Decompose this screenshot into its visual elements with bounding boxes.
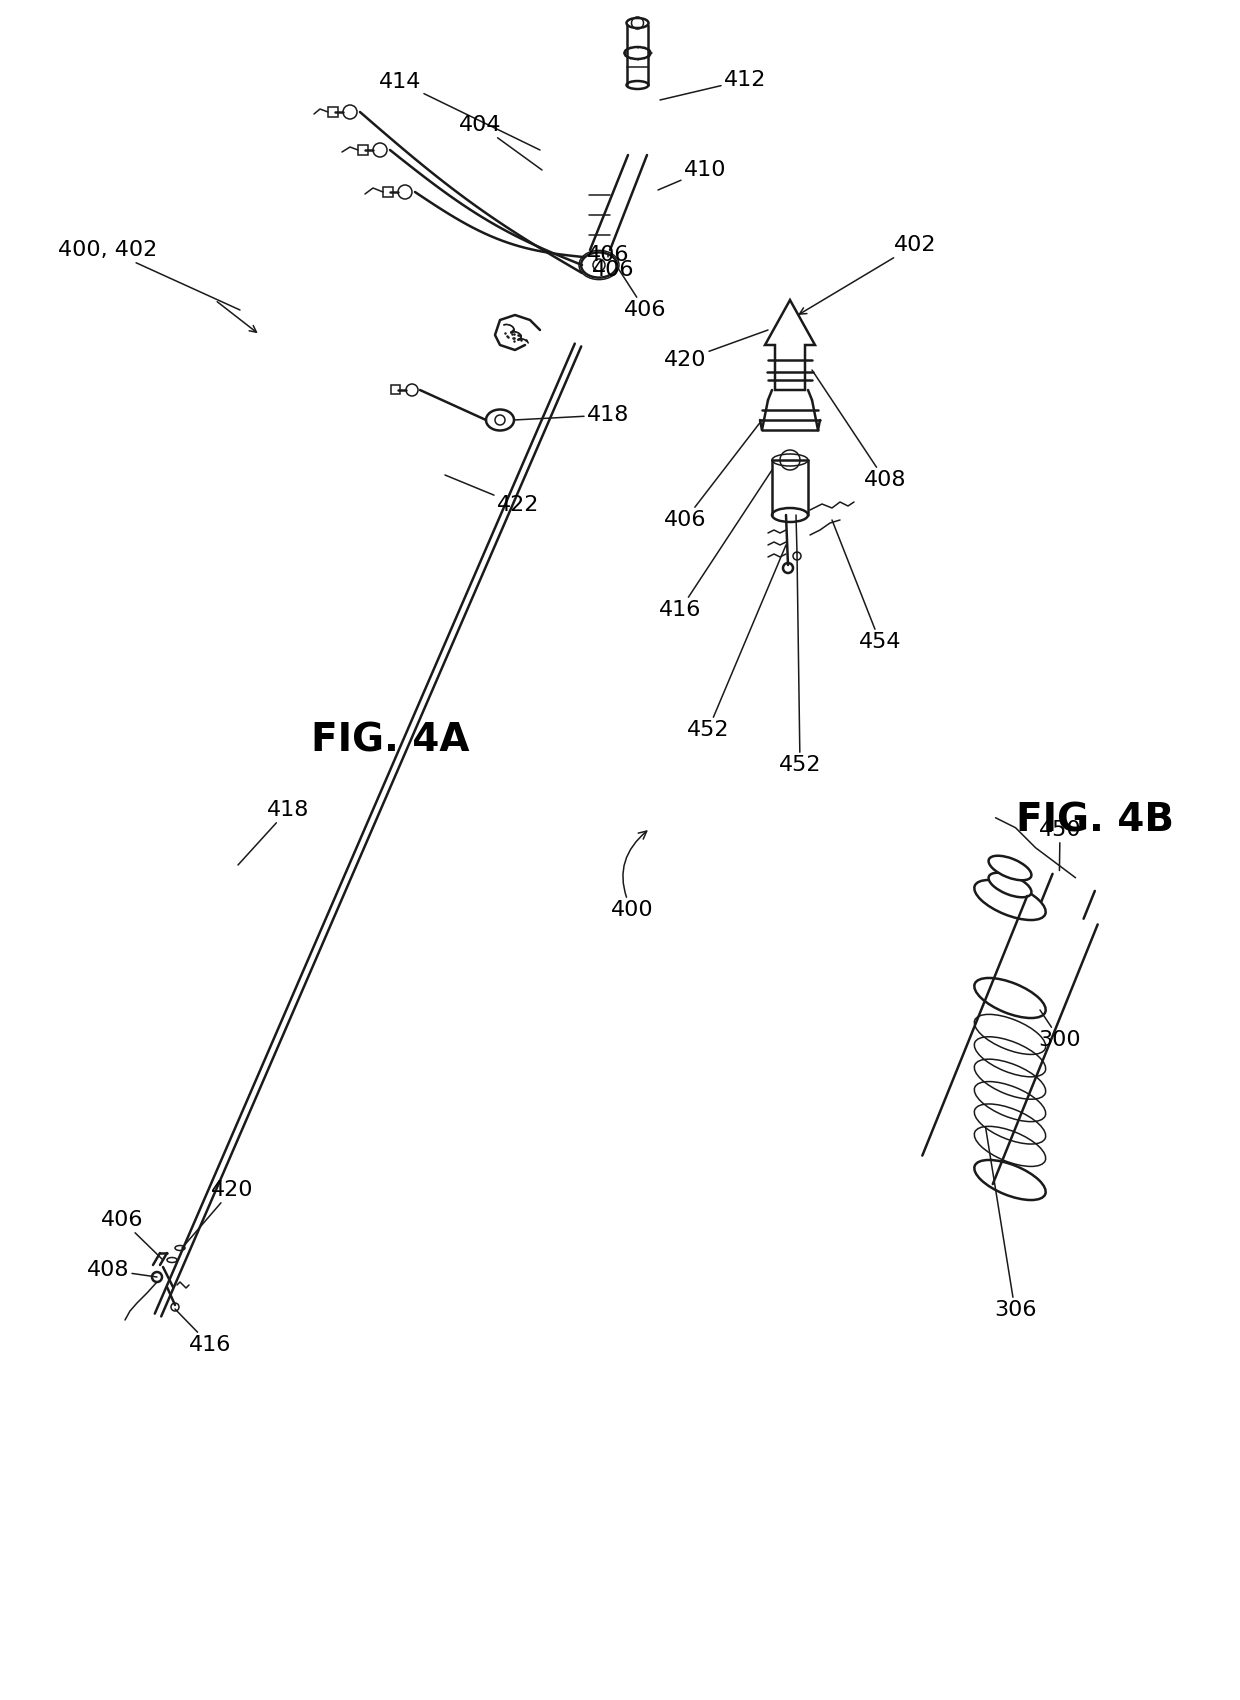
Text: 406: 406 [100, 1210, 162, 1260]
Ellipse shape [975, 977, 1045, 1018]
Text: 450: 450 [1039, 819, 1081, 870]
Text: 414: 414 [378, 71, 539, 150]
Text: 420: 420 [182, 1180, 253, 1248]
Text: 404: 404 [459, 116, 542, 170]
Ellipse shape [975, 1159, 1045, 1200]
Text: 406: 406 [587, 245, 629, 265]
Ellipse shape [773, 508, 808, 522]
Text: 454: 454 [832, 520, 901, 653]
Ellipse shape [988, 872, 1032, 898]
Bar [383, 187, 393, 197]
Text: 416: 416 [175, 1309, 231, 1355]
Ellipse shape [975, 881, 1045, 920]
Bar [391, 384, 401, 394]
Text: 402: 402 [800, 235, 936, 314]
Text: 410: 410 [658, 160, 727, 190]
Text: 418: 418 [515, 405, 629, 425]
Text: 452: 452 [687, 546, 786, 740]
Text: 406: 406 [616, 265, 666, 320]
Text: 400: 400 [610, 831, 653, 920]
Ellipse shape [582, 252, 618, 277]
Text: 408: 408 [812, 371, 906, 490]
Text: 408: 408 [87, 1260, 157, 1280]
Text: 400, 402: 400, 402 [58, 240, 241, 309]
Text: 406: 406 [591, 260, 634, 281]
Text: 420: 420 [663, 330, 768, 371]
Text: 406: 406 [663, 420, 763, 530]
Bar [329, 107, 339, 117]
Ellipse shape [625, 48, 651, 60]
Text: 306: 306 [986, 1127, 1037, 1319]
Text: FIG. 4A: FIG. 4A [311, 721, 469, 758]
Ellipse shape [988, 855, 1032, 881]
Bar [358, 144, 368, 155]
Text: FIG. 4B: FIG. 4B [1016, 801, 1174, 840]
Text: 452: 452 [779, 552, 821, 775]
Ellipse shape [486, 410, 515, 430]
Ellipse shape [626, 19, 649, 27]
Text: 412: 412 [660, 70, 766, 100]
Text: 422: 422 [445, 474, 539, 515]
Text: 416: 416 [658, 469, 773, 620]
Text: 418: 418 [238, 801, 309, 865]
Text: 300: 300 [1039, 1010, 1081, 1051]
